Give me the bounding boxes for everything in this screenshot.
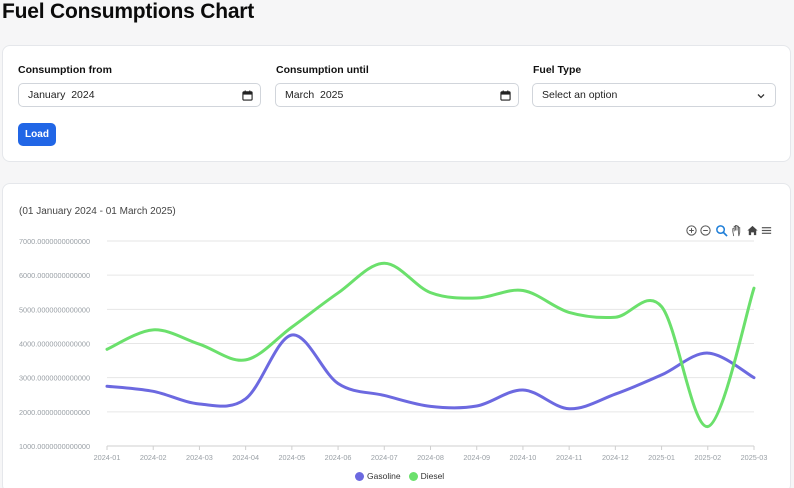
calendar-icon[interactable] bbox=[500, 90, 511, 101]
menu-icon[interactable] bbox=[760, 224, 773, 237]
load-button[interactable]: Load bbox=[18, 123, 56, 146]
fuel-type-value: Select an option bbox=[542, 89, 618, 101]
x-tick-label: 2024-10 bbox=[510, 453, 537, 462]
legend-item-diesel[interactable]: Diesel bbox=[408, 471, 445, 481]
x-tick-label: 2024-03 bbox=[186, 453, 213, 462]
legend-label-gasoline: Gasoline bbox=[367, 471, 401, 481]
consumption-from-value: January 2024 bbox=[28, 89, 95, 101]
y-tick-label: 6000.0000000000000 bbox=[19, 271, 90, 280]
x-tick-label: 2024-08 bbox=[417, 453, 444, 462]
chart-toolbar bbox=[685, 224, 775, 238]
fuel-type-label: Fuel Type bbox=[533, 64, 582, 76]
calendar-icon[interactable] bbox=[242, 90, 253, 101]
x-tick-label: 2024-11 bbox=[556, 453, 582, 462]
x-tick-label: 2024-05 bbox=[278, 453, 305, 462]
filter-card: Consumption from January 2024 Consumptio… bbox=[2, 45, 791, 162]
y-tick-label: 5000.0000000000000 bbox=[19, 305, 90, 314]
x-tick-label: 2024-04 bbox=[232, 453, 259, 462]
fuel-line-chart: 1000.0000000000000 2000.0000000000000 3000… bbox=[19, 237, 768, 462]
series-line-diesel bbox=[105, 261, 756, 429]
consumption-until-value: March 2025 bbox=[285, 89, 344, 101]
chart-legend: Gasoline Diesel bbox=[355, 471, 452, 481]
series-line-gasoline bbox=[105, 333, 756, 411]
zoom-selection-icon[interactable] bbox=[715, 224, 728, 237]
y-tick-label: 3000.0000000000000 bbox=[19, 374, 90, 383]
x-tick-label: 2024-02 bbox=[140, 453, 167, 462]
y-tick-label: 4000.0000000000000 bbox=[19, 340, 90, 349]
x-tick-label: 2025-03 bbox=[741, 453, 768, 462]
zoom-out-icon[interactable] bbox=[699, 224, 712, 237]
x-tick-label: 2025-02 bbox=[694, 453, 721, 462]
chart-card: (01 January 2024 - 01 March 2025) 1000.0… bbox=[2, 183, 791, 488]
y-tick-label: 2000.0000000000000 bbox=[19, 408, 90, 417]
chart-subtitle: (01 January 2024 - 01 March 2025) bbox=[19, 206, 176, 217]
consumption-from-input[interactable]: January 2024 bbox=[18, 83, 261, 107]
pan-hand-icon[interactable] bbox=[730, 224, 743, 237]
consumption-from-label: Consumption from bbox=[18, 64, 112, 76]
consumption-until-label: Consumption until bbox=[276, 64, 369, 76]
fuel-type-select[interactable]: Select an option bbox=[532, 83, 776, 107]
y-tick-label: 7000.0000000000000 bbox=[19, 237, 90, 246]
x-tick-label: 2024-12 bbox=[602, 453, 629, 462]
x-tick-label: 2025-01 bbox=[648, 453, 675, 462]
legend-item-gasoline[interactable]: Gasoline bbox=[355, 471, 401, 481]
x-tick-label: 2024-01 bbox=[94, 453, 121, 462]
x-tick-label: 2024-07 bbox=[371, 453, 398, 462]
zoom-in-icon[interactable] bbox=[685, 224, 698, 237]
x-tick-label: 2024-09 bbox=[463, 453, 490, 462]
page-title: Fuel Consumptions Chart bbox=[2, 0, 255, 23]
x-tick-label: 2024-06 bbox=[325, 453, 352, 462]
chevron-down-icon bbox=[757, 94, 765, 99]
legend-label-diesel: Diesel bbox=[420, 471, 445, 481]
y-tick-label: 1000.0000000000000 bbox=[19, 442, 90, 451]
home-reset-icon[interactable] bbox=[746, 224, 759, 237]
legend-marker-gasoline bbox=[355, 471, 364, 481]
consumption-until-input[interactable]: March 2025 bbox=[275, 83, 519, 107]
legend-marker-diesel bbox=[408, 471, 418, 481]
